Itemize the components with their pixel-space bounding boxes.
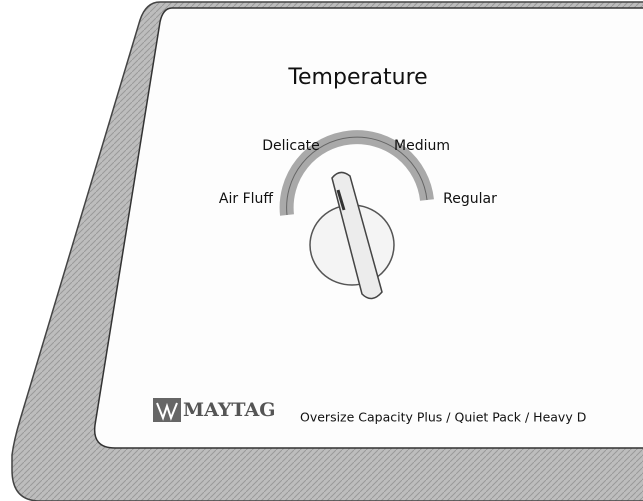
setting-label: Delicate xyxy=(262,138,320,154)
brand: MAYTAG xyxy=(183,399,275,421)
logo-mark xyxy=(153,398,181,422)
temperature-knob[interactable] xyxy=(309,171,395,300)
setting-label: Medium xyxy=(394,138,450,154)
setting-label: Regular xyxy=(443,191,497,207)
footer-text: Oversize Capacity Plus / Quiet Pack / He… xyxy=(300,410,586,425)
logo-glyph xyxy=(156,402,178,421)
title: Temperature xyxy=(287,65,427,90)
setting-label: Air Fluff xyxy=(219,191,273,207)
dial-scale-edge xyxy=(286,136,428,216)
